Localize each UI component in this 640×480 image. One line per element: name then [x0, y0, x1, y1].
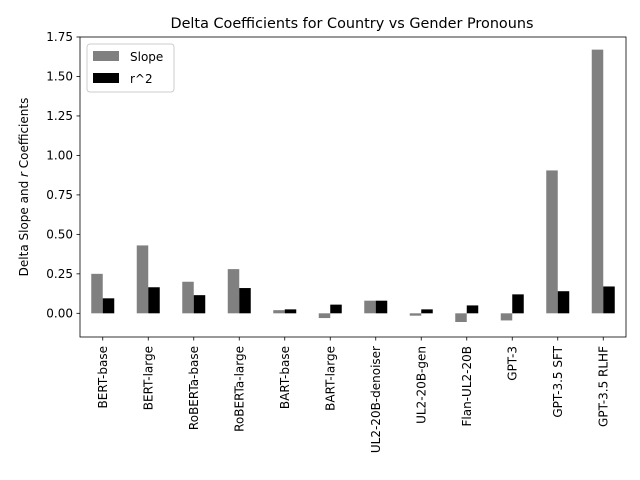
y-axis-label-part-1: Delta Slope and [17, 177, 31, 276]
bar-r2-3 [239, 288, 251, 314]
x-tick-label: Flan-UL2-20B [460, 346, 474, 426]
x-tick-label: BERT-base [96, 346, 110, 408]
x-tick-label: GPT-3.5 RLHF [597, 346, 611, 427]
bar-slope-0 [91, 273, 103, 314]
y-axis-label: Delta Slope and r Coefficients [17, 98, 31, 277]
plot-area: 0.00 0.25 0.50 0.75 1.00 1.25 1.50 1.75 BERT-bas… [46, 30, 627, 453]
x-tick-label: BART-large [324, 346, 338, 411]
y-axis-label-part-2: r [17, 171, 31, 177]
x-tick-label: RoBERTa-base [187, 346, 201, 430]
bar-r2-4 [284, 309, 297, 314]
y-axis-label-part-3: Coefficients [17, 98, 31, 172]
chart-title: Delta Coefficients for Country vs Gender… [171, 16, 534, 32]
bar-r2-11 [603, 286, 615, 314]
x-tick-label: BERT-large [142, 346, 156, 410]
bar-slope-9 [500, 313, 513, 321]
y-tick-label: 0.75 [46, 188, 73, 202]
bar-r2-5 [330, 304, 342, 314]
x-tick-label: UL2-20B-denoiser [369, 346, 383, 453]
y-tick-label: 0.00 [46, 307, 73, 321]
x-tick-label: BART-base [278, 346, 292, 409]
bar-slope-6 [364, 300, 376, 314]
bar-slope-5 [318, 313, 331, 319]
legend: Slope r^2 [86, 43, 175, 93]
legend-label: Slope [130, 50, 163, 64]
y-tick-label: 1.25 [46, 109, 73, 123]
bar-r2-2 [193, 295, 206, 314]
x-tick-label: GPT-3.5 SFT [551, 345, 565, 417]
bar-r2-0 [102, 298, 115, 314]
bar-slope-1 [136, 245, 149, 314]
y-tick-label: 1.75 [46, 30, 73, 44]
bar-r2-7 [421, 309, 433, 314]
bar-slope-2 [182, 281, 194, 314]
legend-swatch [93, 73, 119, 83]
bar-slope-3 [227, 269, 240, 314]
bar-r2-10 [557, 291, 570, 314]
bar-r2-1 [148, 287, 160, 314]
bar-slope-11 [591, 49, 604, 314]
bar-r2-6 [375, 300, 388, 314]
bar-r2-9 [512, 294, 524, 314]
y-tick-label: 0.25 [46, 267, 73, 281]
bar-slope-10 [546, 170, 558, 314]
plot-frame [79, 36, 627, 338]
legend-label: r^2 [130, 72, 153, 86]
bar-slope-7 [409, 313, 422, 316]
x-tick-label: GPT-3 [506, 346, 520, 381]
x-tick-label: RoBERTa-large [233, 346, 247, 432]
y-tick-label: 0.50 [46, 228, 73, 242]
bar-r2-8 [466, 305, 479, 314]
x-tick-label: UL2-20B-gen [415, 346, 429, 424]
y-tick-label: 1.50 [46, 70, 73, 84]
legend-swatch [93, 51, 119, 61]
y-tick-label: 1.00 [46, 149, 73, 163]
bar-slope-8 [455, 313, 467, 322]
bar-slope-4 [273, 310, 285, 314]
